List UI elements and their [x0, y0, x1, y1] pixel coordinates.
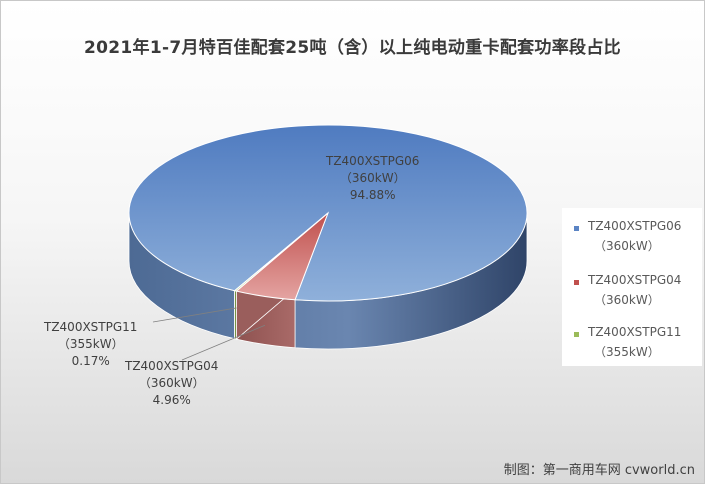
- legend-marker-g11: [574, 332, 579, 337]
- legend-marker-g04: [574, 280, 579, 285]
- legend-marker-g06: [574, 226, 579, 231]
- slice-label-g11: TZ400XSTPG11 （355kW） 0.17%: [44, 319, 137, 370]
- slice-label-g06-power: （360kW）: [339, 171, 406, 185]
- slice-label-g04: TZ400XSTPG04 （360kW） 4.96%: [125, 358, 218, 409]
- legend-name-g06: TZ400XSTPG06: [588, 219, 682, 233]
- slice-g11: [233, 212, 329, 292]
- legend-name-g04: TZ400XSTPG04: [588, 273, 682, 287]
- chart-legend: TZ400XSTPG06 （360kW） TZ400XSTPG04 （360kW…: [562, 208, 702, 366]
- legend-name-g11: TZ400XSTPG11: [588, 325, 682, 339]
- slice-label-g11-power: （355kW）: [57, 337, 124, 351]
- slice-label-g04-percent: 4.96%: [152, 393, 191, 407]
- legend-power-g04: （360kW）: [594, 293, 660, 307]
- slice-label-g04-name: TZ400XSTPG04: [125, 359, 219, 373]
- slice-label-g11-percent: 0.17%: [71, 354, 110, 368]
- legend-power-g11: （355kW）: [594, 345, 660, 359]
- slice-label-g06: TZ400XSTPG06 （360kW） 94.88%: [326, 153, 419, 204]
- slice-label-g06-name: TZ400XSTPG06: [326, 154, 420, 168]
- slice-label-g04-power: （360kW）: [138, 376, 205, 390]
- slice-label-g11-name: TZ400XSTPG11: [44, 320, 138, 334]
- legend-power-g06: （360kW）: [594, 239, 660, 253]
- leader-line-g11: [152, 307, 237, 323]
- chart-title: 2021年1-7月特百佳配套25吨（含）以上纯电动重卡配套功率段占比: [84, 38, 621, 58]
- chart-credit: 制图：第一商用车网 cvworld.cn: [503, 463, 695, 478]
- slice-label-g06-percent: 94.88%: [349, 188, 396, 202]
- leader-line-g04: [181, 324, 266, 361]
